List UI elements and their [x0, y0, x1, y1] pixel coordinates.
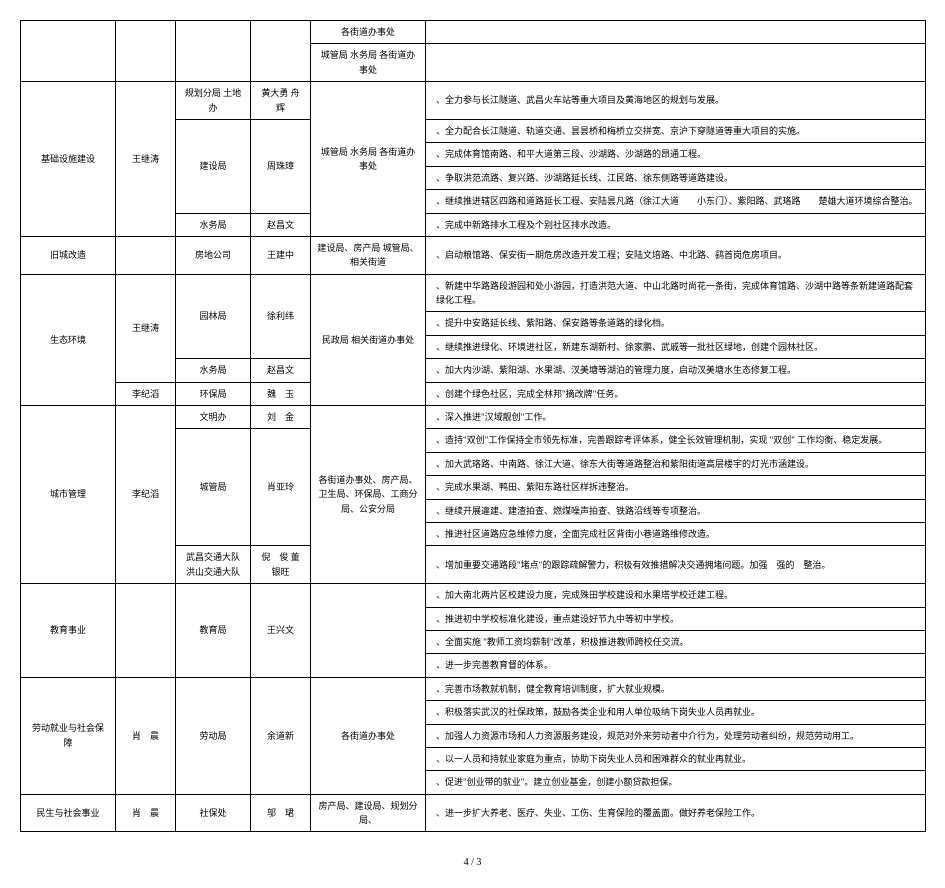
cell: 基础设施建设 — [21, 82, 116, 237]
cell: 各街道办事处 — [311, 21, 426, 44]
cell: 武昌交通大队 洪山交通大队 — [176, 546, 251, 584]
cell: 园林局 — [176, 274, 251, 359]
cell: 教育局 — [176, 584, 251, 678]
cell: 民生与社会事业 — [21, 794, 116, 832]
table-row: 基础设施建设 王继涛 规划分局 土地办 黄大勇 舟辉 城管局 水务局 各街道办事… — [21, 82, 926, 120]
cell: 、完成中新路排水工程及个别社区排水改造。 — [426, 213, 926, 236]
cell: 、完成水果湖、鸭田、紫阳东路社区样拆违整治。 — [426, 476, 926, 499]
cell: 、增加重要交通路段"堵点"的跟踪疏解警力，积极有效推措解决交通拥堵问题。加强 强… — [426, 546, 926, 584]
cell: 、继续推进辖区四路和道路延长工程、安陆昙凡路（徐江大道 小东门）、紫阳路、武珞路… — [426, 190, 926, 213]
table-row: 旧城改造 房地公司 王建中 建设局、房产局 城管局、相关街道 、启动粮馆路、保安… — [21, 236, 926, 274]
cell: 各街道办事处、房产局、 卫生局、环保局、工商分 局、公安分局 — [311, 406, 426, 584]
cell: 、加大南北两片区校建设力度，完成殊田学校建设和水果塔学校迁建工程。 — [426, 584, 926, 607]
cell: 房地公司 — [176, 236, 251, 274]
cell: 民政局 相关街道办事处 — [311, 274, 426, 405]
cell: 建设局、房产局 城管局、相关街道 — [311, 236, 426, 274]
cell: 、积极落实武汉的社保政策，鼓励各类企业和用人单位吸纳下岗失业人员再就业。 — [426, 701, 926, 724]
cell: 王兴文 — [251, 584, 311, 678]
cell: 李纪滔 — [116, 382, 176, 405]
cell: 规划分局 土地办 — [176, 82, 251, 120]
cell — [426, 21, 926, 44]
cell: 、完善市场教就机制，健全教育培训制度，扩大就业规模。 — [426, 677, 926, 700]
cell: 刘 金 — [251, 406, 311, 429]
cell: 城管局 水务局 各街道办事处 — [311, 82, 426, 237]
cell: 、继续推进绿化、环境进社区，新建东湖新村、徐家鹏、武戚等一批社区绿地，创建个园林… — [426, 335, 926, 358]
cell: 城管局 水务局 各街道办事处 — [311, 44, 426, 82]
cell: 、继续开展違建、建渣拍查、燃煤噪声拍查、铁路沿线等专项整治。 — [426, 499, 926, 522]
cell: 魏 玉 — [251, 382, 311, 405]
cell: 、推进社区道路应急维修力度，全面完成社区背街小巷道路维修改造。 — [426, 522, 926, 545]
cell: 黄大勇 舟辉 — [251, 82, 311, 120]
cell: 邬 珺 — [251, 794, 311, 832]
cell: 水务局 — [176, 359, 251, 382]
cell: 倪 俊 董银旺 — [251, 546, 311, 584]
cell: 、推进初中学校标准化建设，重点建设好节九中等初中学校。 — [426, 607, 926, 630]
cell: 李纪滔 — [116, 406, 176, 584]
data-table: 基础设施建设 王继涛 规划分局 土地办 黄大勇 舟辉 城管局 水务局 各街道办事… — [20, 81, 926, 832]
cell: 、全力配合长江隧道、轨道交通、昙昙桥和梅桥立交拼宽、京沪下穿隧道等重大项目的实施… — [426, 119, 926, 142]
cell: 王继涛 — [116, 82, 176, 237]
cell: 、提升中安路延长线、紫阳路、保安路等条道路的绿化档。 — [426, 312, 926, 335]
cell: 王建中 — [251, 236, 311, 274]
cell: 旧城改造 — [21, 236, 116, 274]
cell: 城管局 — [176, 429, 251, 546]
cell: 、促进"创业带的就业"。建立创业基金，创建小额贷款担保。 — [426, 771, 926, 794]
cell: 社保处 — [176, 794, 251, 832]
cell: 肖亚玲 — [251, 429, 311, 546]
cell: 环保局 — [176, 382, 251, 405]
cell: 城市管理 — [21, 406, 116, 584]
cell: 水务局 — [176, 213, 251, 236]
cell: 、以一人员和持就业家庭为重点，协助下岗失业人员和困难群众的就业再就业。 — [426, 747, 926, 770]
cell: 赵昌文 — [251, 213, 311, 236]
cell: 肖 晨 — [116, 794, 176, 832]
cell: 、深入推进"汉域靓创"工作。 — [426, 406, 926, 429]
cell: 、争取洪范流路、复兴路、沙湖路延长线、江民路、徐东侧路等道路建设。 — [426, 166, 926, 189]
cell: 、造持"双创"工作保持全市领先标准，完善跟踪考评体系，健全长效管理机制，实现 "… — [426, 429, 926, 452]
page-footer: 4 / 3 — [20, 857, 925, 868]
table-row: 生态环境 王继涛 园林局 徐利纬 民政局 相关街道办事处 、新建中华路路段游园和… — [21, 274, 926, 312]
cell: 肖 晨 — [116, 677, 176, 794]
cell: 、进一步完善教育督的体系。 — [426, 654, 926, 677]
table-row: 李纪滔 环保局 魏 玉 、创建个绿色社区，完成全林邦"摘改牌"任务。 — [21, 382, 926, 405]
cell: 劳动局 — [176, 677, 251, 794]
cell: 徐利纬 — [251, 274, 311, 359]
table-row: 民生与社会事业 肖 晨 社保处 邬 珺 房产局、建设局、规划分局、 、进一步扩大… — [21, 794, 926, 832]
cell: 、创建个绿色社区，完成全林邦"摘改牌"任务。 — [426, 382, 926, 405]
table-row: 城市管理 李纪滔 文明办 刘 金 各街道办事处、房产局、 卫生局、环保局、工商分… — [21, 406, 926, 429]
table-row: 教育事业 教育局 王兴文 、加大南北两片区校建设力度，完成殊田学校建设和水果塔学… — [21, 584, 926, 607]
cell: 房产局、建设局、规划分局、 — [311, 794, 426, 832]
cell: 、新建中华路路段游园和处小游园，打造洪范大道、中山北路时尚花一条街，完成体育馆路… — [426, 274, 926, 312]
table-row: 各街道办事处 — [21, 21, 926, 44]
cell: 赵昌文 — [251, 359, 311, 382]
cell: 、启动粮馆路、保安街一期危房改造开发工程；安陆文培路、中北路、鹞首岗危房项目。 — [426, 236, 926, 274]
cell: 教育事业 — [21, 584, 116, 678]
cell: 、加大内沙湖、紫阳湖、水果湖、汊美塘等湖泊的管理力度，启动汊美塘水生态修复工程。 — [426, 359, 926, 382]
cell: 文明办 — [176, 406, 251, 429]
cell: 、加强人力资源市场和人力资源服务建设，规范对外来劳动者中介行为，处理劳动者纠纷，… — [426, 724, 926, 747]
cell: 、加大武珞路、中南路、徐江大道、徐东大街等道路整治和紫阳街道高层楼宇的灯光市涵建… — [426, 452, 926, 475]
cell: 余道新 — [251, 677, 311, 794]
cell: 生态环境 — [21, 274, 116, 405]
cell — [426, 44, 926, 82]
cell: 建设局 — [176, 119, 251, 213]
cell: 、全力参与长江隧道、武昌火车站等重大项目及黄海地区的规划与发展。 — [426, 82, 926, 120]
main-table: 各街道办事处 城管局 水务局 各街道办事处 — [20, 20, 926, 82]
cell: 王继涛 — [116, 274, 176, 382]
cell: 周珠璋 — [251, 119, 311, 213]
cell: 劳动就业与社会保 障 — [21, 677, 116, 794]
cell: 、全面实施 "教师工资均薪制"改革，积极推进教师跨校任交流。 — [426, 630, 926, 653]
cell: 、进一步扩大养老、医疗、失业、工伤、生育保险的覆盖面。做好养老保险工作。 — [426, 794, 926, 832]
cell: 各街道办事处 — [311, 677, 426, 794]
cell: 、完成体育馆南路、和平大道第三段、沙湖路、沙湖路的昂通工程。 — [426, 143, 926, 166]
table-row: 劳动就业与社会保 障 肖 晨 劳动局 余道新 各街道办事处 、完善市场教就机制，… — [21, 677, 926, 700]
